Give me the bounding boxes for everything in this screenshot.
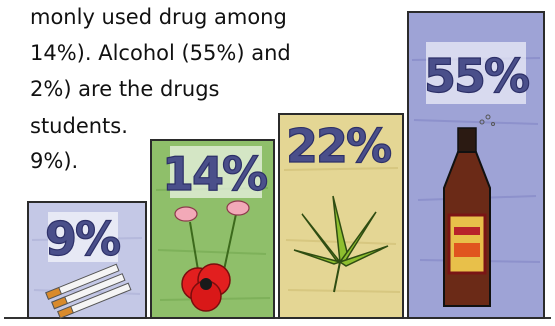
bar-poppy: 14% [151, 140, 274, 318]
bar-label-alcohol: 55% [424, 49, 529, 103]
caption-line-2: 14%). Alcohol (55%) and [30, 40, 291, 68]
bar-tobacco: 9% [28, 202, 146, 320]
bar-alcohol: 55% [408, 12, 544, 318]
caption-line-4: students. [30, 113, 128, 141]
bar-cannabis: 22% [279, 114, 403, 318]
bar-label-poppy: 14% [162, 147, 267, 201]
bar-label-cannabis: 22% [286, 119, 391, 173]
bar-label-tobacco: 9% [45, 212, 120, 266]
caption-line-5: 9%). [30, 148, 78, 176]
caption-line-1: monly used drug among [30, 4, 287, 32]
caption-line-3: 2%) are the drugs [30, 76, 220, 104]
